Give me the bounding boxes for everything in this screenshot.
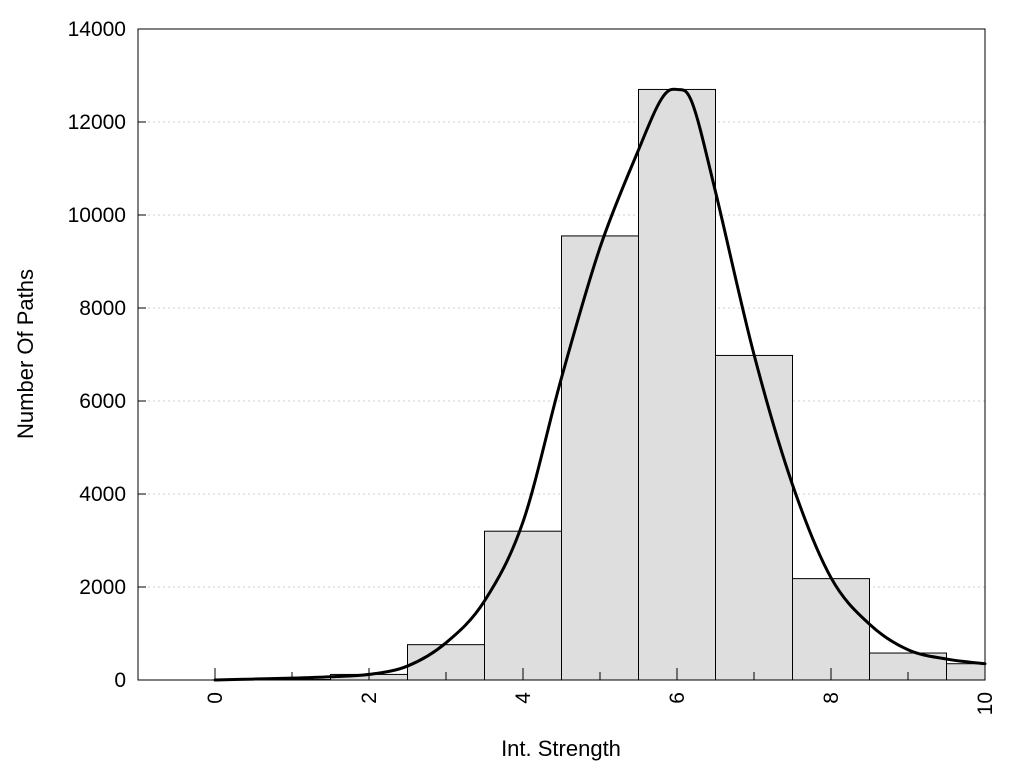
histogram-bar bbox=[946, 663, 986, 681]
grid-lines bbox=[138, 121, 985, 588]
x-tick-label: 6 bbox=[666, 692, 689, 704]
density-curve bbox=[213, 87, 987, 682]
x-axis-ticks: 0 2 4 6 8 10 bbox=[204, 668, 997, 715]
y-tick-label: 12000 bbox=[68, 111, 126, 134]
density-curve-group bbox=[213, 87, 987, 682]
histogram-bar bbox=[792, 578, 870, 681]
x-tick-label: 10 bbox=[974, 692, 997, 715]
y-tick-label: 10000 bbox=[68, 204, 126, 227]
histogram-bar bbox=[484, 530, 562, 681]
histogram-bar bbox=[715, 354, 793, 681]
x-tick-label: 4 bbox=[512, 692, 535, 704]
plot-frame bbox=[137, 28, 986, 681]
histogram-bar bbox=[638, 88, 716, 681]
histogram-bar bbox=[561, 235, 639, 681]
y-tick-label: 2000 bbox=[79, 576, 126, 599]
y-axis-ticks: 0 2000 4000 6000 8000 10000 12000 14000 bbox=[68, 18, 146, 692]
y-tick-label: 6000 bbox=[79, 390, 126, 413]
x-axis-title: Int. Strength bbox=[501, 736, 621, 761]
y-tick-label: 14000 bbox=[68, 18, 126, 41]
x-tick-label: 0 bbox=[204, 692, 227, 704]
y-tick-label: 4000 bbox=[79, 483, 126, 506]
x-tick-label: 2 bbox=[358, 692, 381, 704]
histogram-bars bbox=[253, 88, 986, 681]
y-axis-title: Number Of Paths bbox=[13, 269, 38, 439]
y-tick-label: 0 bbox=[114, 669, 126, 692]
x-tick-label: 8 bbox=[820, 692, 843, 704]
y-tick-label: 8000 bbox=[79, 297, 126, 320]
